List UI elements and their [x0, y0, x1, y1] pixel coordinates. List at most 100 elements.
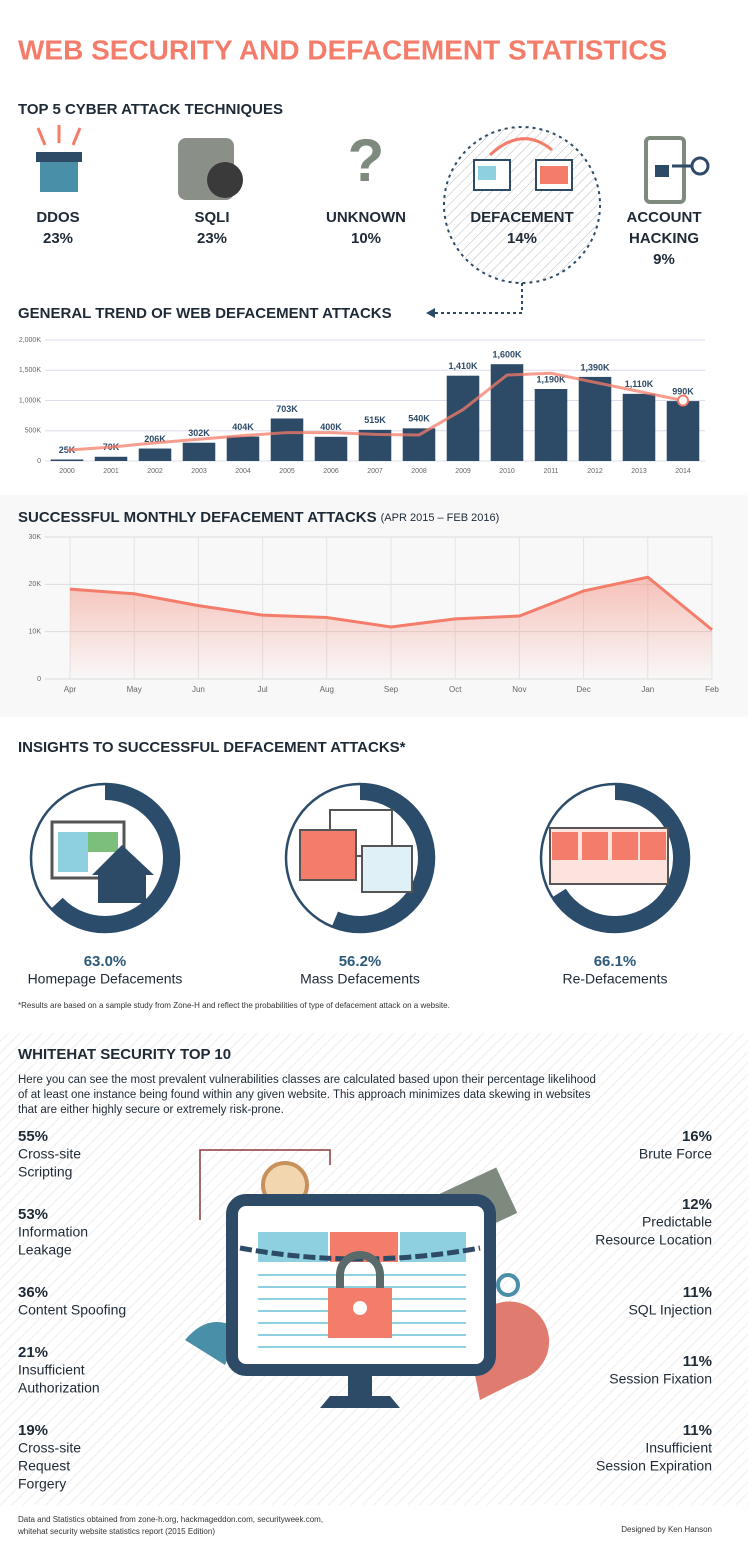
donut-label: Homepage Defacements	[28, 971, 183, 987]
vuln-name: Cross-site	[18, 1440, 81, 1456]
vuln-name: Content Spoofing	[18, 1302, 126, 1318]
icon	[582, 832, 608, 860]
x-tick-label: 2007	[367, 468, 383, 475]
icon	[88, 832, 118, 852]
x-tick-label: Apr	[64, 685, 77, 694]
x-tick-label: 2000	[59, 468, 75, 475]
x-tick-label: May	[127, 685, 142, 694]
vuln-share: 53%	[18, 1206, 48, 1223]
x-tick-label: Jun	[192, 685, 205, 694]
attack-name: DEFACEMENT	[470, 209, 573, 226]
bar-label: 1,410K	[448, 361, 478, 371]
bar-label: 400K	[320, 422, 342, 432]
attack-share: 14%	[507, 230, 537, 247]
attack-name: HACKING	[629, 230, 699, 247]
vuln-share: 36%	[18, 1284, 48, 1301]
y-tick-label: 10K	[29, 629, 42, 636]
x-tick-label: 2009	[455, 468, 471, 475]
bar-label: 1,390K	[580, 362, 610, 372]
y-tick-label: 500K	[25, 428, 42, 435]
attack-name: DDOS	[36, 209, 79, 226]
icon	[361, 845, 413, 893]
x-tick-label: 2011	[543, 468, 558, 475]
bar	[402, 428, 436, 461]
icon	[299, 829, 357, 881]
vuln-name: Session Fixation	[609, 1371, 712, 1387]
x-tick-label: 2013	[631, 468, 647, 475]
section-title: WHITEHAT SECURITY TOP 10	[18, 1046, 231, 1063]
vuln-name: Insufficient	[645, 1440, 712, 1456]
title: WEB SECURITY AND DEFACEMENT STATISTICS	[18, 34, 667, 65]
trend-line	[66, 371, 684, 452]
x-tick-label: 2008	[411, 468, 427, 475]
vuln-share: 21%	[18, 1344, 48, 1361]
vuln-name: Session Expiration	[596, 1458, 712, 1474]
x-tick-label: 2010	[499, 468, 515, 475]
vuln-name: Insufficient	[18, 1362, 85, 1378]
bar-label: 206K	[144, 434, 166, 444]
y-tick-label: 30K	[29, 534, 42, 541]
y-tick-label: 2,000K	[19, 337, 42, 344]
vuln-name: Brute Force	[639, 1146, 712, 1162]
y-tick-label: 1,000K	[19, 397, 42, 404]
chart-title: SUCCESSFUL MONTHLY DEFACEMENT ATTACKS (AP…	[18, 509, 499, 526]
intro-line: Here you can see the most prevalent vuln…	[18, 1074, 596, 1086]
bar-label: 703K	[276, 404, 298, 414]
monitor-illustration	[185, 1149, 550, 1408]
attack-share: 23%	[43, 230, 73, 247]
intro-line: that are either highly secure or extreme…	[18, 1104, 284, 1116]
bar-label: 1,190K	[536, 374, 566, 384]
vuln-name: Information	[18, 1224, 88, 1240]
attack-share: 10%	[351, 230, 381, 247]
section-title: TOP 5 CYBER ATTACK TECHNIQUES	[18, 101, 283, 118]
vuln-share: 11%	[683, 1353, 712, 1370]
vuln-name: Cross-site	[18, 1146, 81, 1162]
bar-label: 990K	[672, 386, 694, 396]
chart-title-main: SUCCESSFUL MONTHLY DEFACEMENT ATTACKS	[18, 509, 377, 526]
bar	[182, 442, 216, 461]
bar	[138, 448, 172, 461]
icons: ?	[36, 125, 710, 318]
x-tick-label: Sep	[384, 685, 399, 694]
donut-arc	[331, 784, 434, 932]
x-tick-label: Oct	[449, 685, 462, 694]
source: Data and Statistics obtained from zone-h…	[18, 1515, 323, 1524]
vuln-share: 16%	[682, 1128, 712, 1145]
vuln-name: Predictable	[642, 1214, 712, 1230]
line	[69, 575, 713, 631]
donut-value: 63.0%	[84, 953, 127, 970]
vuln-share: 55%	[18, 1128, 48, 1145]
bar	[446, 375, 480, 461]
credit: Designed by Ken Hanson	[621, 1525, 712, 1534]
attack-name: SQLI	[194, 209, 229, 226]
attack-share: 9%	[653, 251, 675, 268]
vuln-name: Resource Location	[595, 1232, 712, 1248]
donut-value: 56.2%	[339, 953, 382, 970]
x-tick-label: 2003	[191, 468, 207, 475]
bar-label: 515K	[364, 415, 386, 425]
donut-value: 66.1%	[594, 953, 637, 970]
x-tick-label: 2012	[587, 468, 603, 475]
y-tick-label: 1,500K	[19, 367, 42, 374]
bar	[314, 436, 348, 461]
icon	[640, 832, 666, 860]
bar-label: 1,600K	[492, 350, 522, 360]
vuln-share: 11%	[683, 1422, 712, 1439]
x-tick-label: Aug	[320, 685, 334, 694]
vuln-name: Forgery	[18, 1476, 66, 1492]
x-tick-label: Nov	[512, 685, 526, 694]
icon	[92, 845, 154, 903]
bar	[534, 389, 568, 461]
x-tick-label: 2005	[279, 468, 295, 475]
source: whitehat security website statistics rep…	[17, 1527, 215, 1536]
x-tick-label: Jul	[257, 685, 267, 694]
vuln-share: 12%	[682, 1196, 712, 1213]
y-tick-label: 0	[37, 676, 41, 683]
donut-label: Mass Defacements	[300, 971, 420, 987]
footnote: *Results are based on a sample study fro…	[18, 1001, 450, 1010]
icon	[612, 832, 638, 860]
bar	[490, 364, 524, 461]
attack-share: 23%	[197, 230, 227, 247]
bar-label: 540K	[408, 414, 430, 424]
